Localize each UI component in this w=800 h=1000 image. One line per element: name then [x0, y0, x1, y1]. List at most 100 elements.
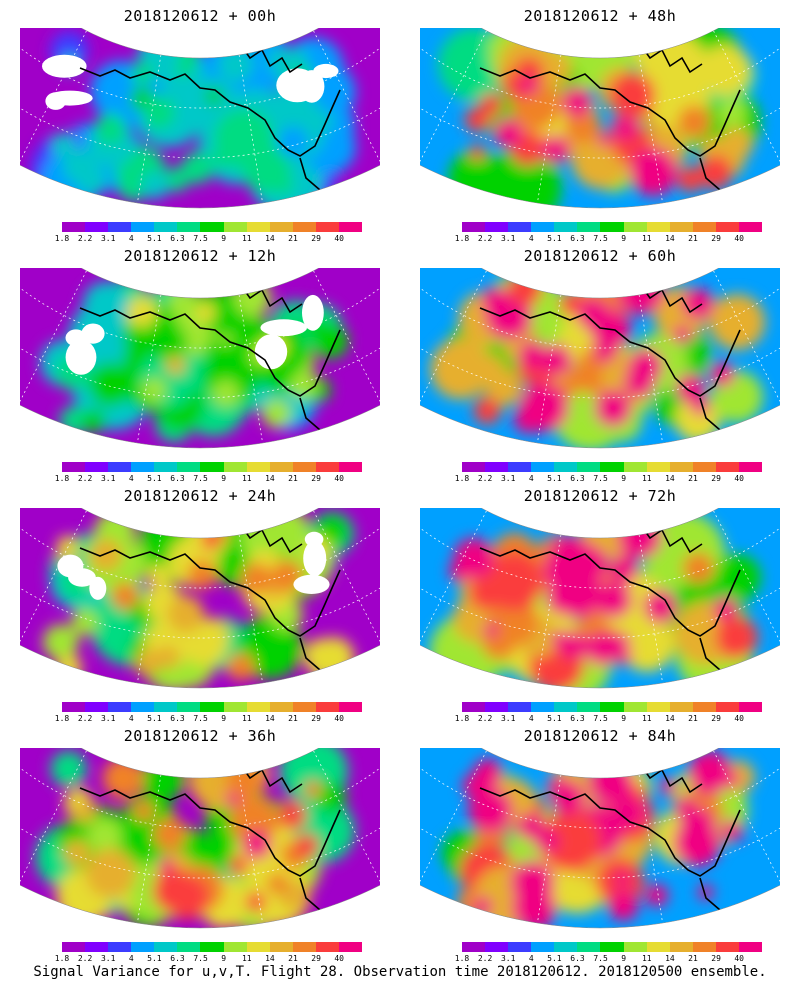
colorbar-swatch	[485, 702, 509, 712]
colorbar-swatch	[623, 462, 647, 472]
colorbar-tick-label: 1.8	[454, 714, 470, 723]
colorbar-tick-label: 7.5	[193, 954, 208, 963]
colorbar-swatch	[508, 702, 532, 712]
forecast-panel-84h: 2018120612 + 84h 1.8 2.2 3.1 4 5.1 6.3 7.5 9 11 14…	[400, 720, 800, 965]
colorbar-tick-label: 11	[241, 234, 252, 243]
colorbar-tick-label: 14	[665, 234, 675, 243]
colorbar-swatch	[131, 462, 155, 472]
colorbar-swatch	[577, 942, 601, 952]
colorbar-swatch	[154, 702, 178, 712]
forecast-panel-12h: 2018120612 + 12h 1.8 2.2 3.1 4 5.1 6.3 7.5 9 11 14…	[0, 240, 400, 485]
colorbar	[462, 222, 763, 232]
colorbar-tick-label: 3.1	[100, 474, 116, 483]
colorbar-tick-label: 21	[688, 954, 698, 963]
colorbar-tick-label: 2.2	[77, 474, 93, 483]
colorbar-swatch	[315, 222, 339, 232]
colorbar-ticks: 1.8 2.2 3.1 4 5.1 6.3 7.5 9 11 14 21 29 40	[450, 234, 774, 244]
colorbar-tick-label: 40	[334, 474, 345, 483]
colorbar-tick-label: 9	[621, 954, 627, 963]
colorbar-swatch	[269, 462, 293, 472]
figure-caption: Signal Variance for u,v,T. Flight 28. Ob…	[33, 964, 767, 980]
colorbar-ticks: 1.8 2.2 3.1 4 5.1 6.3 7.5 9 11 14 21 29 40	[50, 714, 374, 724]
colorbar-tick-label: 11	[241, 474, 252, 483]
colorbar-tick-label: 6.3	[170, 954, 185, 963]
no-data-area	[293, 574, 330, 594]
colorbar-tick-label: 1.8	[54, 234, 70, 243]
colorbar-swatch	[508, 942, 532, 952]
variance-map	[420, 748, 780, 929]
colorbar-swatch	[223, 222, 247, 232]
colorbar-tick-label: 3.1	[500, 474, 516, 483]
colorbar-tick-label: 6.3	[170, 714, 185, 723]
colorbar-swatch	[177, 222, 201, 232]
colorbar	[62, 462, 363, 472]
colorbar-ticks: 1.8 2.2 3.1 4 5.1 6.3 7.5 9 11 14 21 29 40	[450, 474, 774, 484]
colorbar-tick-label: 2.2	[477, 474, 493, 483]
colorbar-swatch	[338, 462, 363, 472]
panel-title: 2018120612 + 72h	[523, 487, 677, 505]
colorbar-swatch	[131, 702, 155, 712]
colorbar-swatch	[62, 222, 86, 232]
colorbar-swatch	[62, 462, 86, 472]
colorbar-ticks: 1.8 2.2 3.1 4 5.1 6.3 7.5 9 11 14 21 29 40	[450, 714, 774, 724]
variance-map	[420, 268, 780, 449]
colorbar-tick-label: 9	[221, 714, 227, 723]
no-data-area	[42, 54, 87, 78]
colorbar-swatch	[692, 702, 716, 712]
colorbar-swatch	[692, 222, 716, 232]
colorbar-swatch	[738, 702, 763, 712]
colorbar-swatch	[223, 702, 247, 712]
colorbar-tick-label: 14	[265, 714, 275, 723]
colorbar-tick-label: 29	[711, 954, 721, 963]
colorbar-swatch	[315, 942, 339, 952]
colorbar-swatch	[508, 462, 532, 472]
colorbar-swatch	[485, 942, 509, 952]
colorbar-tick-label: 6.3	[570, 234, 585, 243]
colorbar-swatch	[531, 222, 555, 232]
colorbar-swatch	[246, 942, 270, 952]
variance-map	[420, 28, 780, 209]
colorbar-tick-label: 21	[288, 714, 298, 723]
colorbar-swatch	[108, 222, 132, 232]
colorbar-swatch	[131, 222, 155, 232]
colorbar-swatch	[669, 702, 693, 712]
colorbar-tick-label: 29	[711, 234, 721, 243]
colorbar-swatch	[85, 942, 109, 952]
colorbar-tick-label: 1.8	[454, 954, 470, 963]
colorbar-swatch	[554, 462, 578, 472]
colorbar-swatch	[85, 702, 109, 712]
colorbar-tick-label: 4	[128, 714, 134, 723]
colorbar-swatch	[177, 462, 201, 472]
colorbar-tick-label: 14	[265, 954, 275, 963]
no-data-area	[302, 294, 324, 331]
colorbar-swatch	[531, 942, 555, 952]
colorbar-swatch	[462, 702, 486, 712]
colorbar-ticks: 1.8 2.2 3.1 4 5.1 6.3 7.5 9 11 14 21 29 40	[50, 234, 374, 244]
colorbar-swatch	[508, 222, 532, 232]
colorbar-tick-label: 7.5	[593, 714, 608, 723]
colorbar-tick-label: 7.5	[193, 234, 208, 243]
colorbar-tick-label: 7.5	[593, 474, 608, 483]
colorbar-swatch	[600, 222, 624, 232]
colorbar	[62, 702, 363, 712]
colorbar-tick-label: 4	[528, 954, 534, 963]
colorbar-tick-label: 40	[334, 954, 345, 963]
colorbar-swatch	[646, 702, 670, 712]
colorbar-swatch	[154, 222, 178, 232]
colorbar-tick-label: 5.1	[547, 954, 562, 963]
colorbar-swatch	[669, 222, 693, 232]
colorbar-swatch	[338, 222, 363, 232]
colorbar-swatch	[292, 222, 316, 232]
colorbar-tick-label: 14	[265, 474, 275, 483]
colorbar-swatch	[62, 702, 86, 712]
no-data-area	[46, 90, 93, 106]
colorbar-tick-label: 21	[688, 714, 698, 723]
colorbar-tick-label: 5.1	[147, 474, 162, 483]
colorbar-ticks: 1.8 2.2 3.1 4 5.1 6.3 7.5 9 11 14 21 29 40	[450, 954, 774, 964]
panel-title: 2018120612 + 84h	[523, 727, 677, 745]
colorbar-swatch	[531, 462, 555, 472]
colorbar-swatch	[269, 942, 293, 952]
colorbar-swatch	[292, 702, 316, 712]
colorbar-tick-label: 6.3	[570, 954, 585, 963]
colorbar-tick-label: 21	[688, 234, 698, 243]
